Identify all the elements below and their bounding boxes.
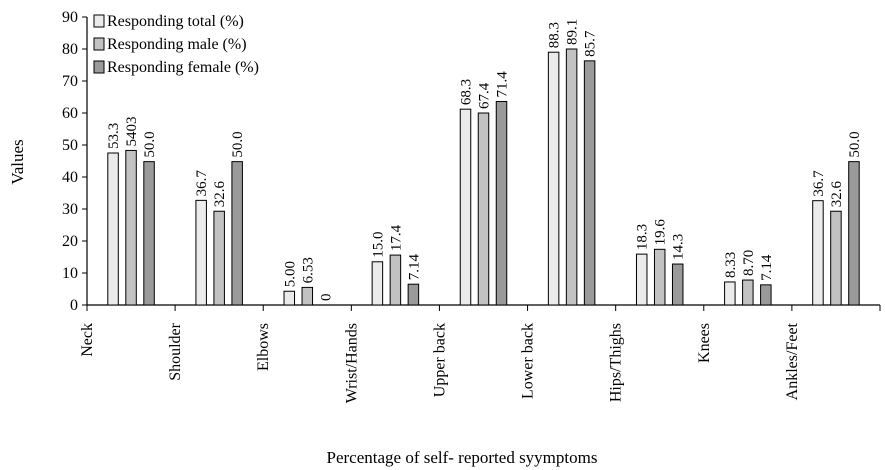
- data-label: 17.4: [388, 224, 404, 251]
- x-category-label: Shoulder: [167, 322, 184, 380]
- bar: [195, 199, 207, 306]
- data-label: 50.0: [230, 131, 246, 157]
- legend-swatch: [93, 37, 105, 51]
- bars: [107, 48, 860, 306]
- y-tick-label: 10: [62, 265, 78, 282]
- bar: [653, 248, 666, 306]
- bar: [583, 60, 596, 306]
- bar: [742, 279, 754, 306]
- bar: [671, 263, 684, 306]
- data-label: 8.70: [741, 250, 757, 276]
- data-label: 5.00: [282, 261, 298, 287]
- data-label: 32.6: [829, 180, 845, 207]
- data-label: 7.14: [406, 253, 422, 280]
- legend: Responding total (%) Responding male (%) R…: [93, 13, 259, 76]
- bar: [283, 290, 296, 306]
- data-label: 67.4: [477, 82, 493, 109]
- x-category-label: Neck: [79, 323, 96, 357]
- x-category-label: Lower back: [520, 323, 537, 399]
- bar: [848, 161, 860, 306]
- data-label: 36.7: [194, 170, 210, 197]
- y-tick-label: 80: [62, 41, 78, 58]
- data-label: 8.33: [723, 252, 739, 278]
- bar: [389, 254, 402, 306]
- data-label: 71.4: [495, 71, 511, 98]
- bar: [565, 48, 578, 306]
- data-label: 89.1: [565, 19, 581, 45]
- x-category-label: Elbows: [255, 323, 272, 371]
- y-tick-label: 20: [62, 233, 78, 250]
- x-category-label: Ankles/Feet: [784, 322, 801, 400]
- data-label: 0: [318, 294, 334, 302]
- data-label: 18.3: [635, 224, 651, 250]
- bar: [143, 161, 155, 306]
- y-tick-label: 30: [62, 201, 78, 218]
- data-label: 50.0: [847, 131, 863, 157]
- x-axis-title: Percentage of self- reported syymptoms: [327, 448, 598, 467]
- legend-label: Responding total (%): [107, 13, 244, 30]
- data-label: 85.7: [583, 30, 599, 57]
- y-tick-label: 90: [62, 9, 78, 26]
- bar: [107, 152, 119, 306]
- data-label: 7.14: [759, 254, 775, 281]
- bar: [213, 210, 225, 306]
- bar: [547, 51, 560, 306]
- legend-label: Responding male (%): [107, 36, 247, 53]
- data-label: 19.6: [653, 219, 669, 246]
- data-label: 68.3: [459, 79, 475, 105]
- bar: [635, 253, 648, 306]
- bar: [371, 261, 384, 306]
- y-tick-label: 40: [62, 169, 78, 186]
- y-axis-title: Values: [8, 139, 27, 184]
- data-label: 36.7: [811, 170, 827, 197]
- legend-swatch: [93, 14, 105, 28]
- bar: [301, 286, 314, 306]
- axes: 0 10 20 30 40 50 60 70 80 90 Neck Shoulder Elbows Wri…: [62, 9, 881, 403]
- bar: [760, 284, 772, 306]
- legend-swatch: [93, 60, 105, 74]
- bar: [407, 283, 420, 306]
- data-label: 15.0: [370, 232, 386, 258]
- data-label: 50.0: [142, 131, 158, 157]
- data-label: 53.3: [106, 123, 122, 149]
- data-label: 88.3: [547, 22, 563, 48]
- y-tick-label: 50: [62, 137, 78, 154]
- data-label: 14.3: [671, 234, 687, 260]
- x-category-label: Hips/Thighs: [608, 323, 625, 402]
- bar: [724, 281, 736, 306]
- bar: [459, 108, 472, 306]
- bar: [495, 100, 508, 306]
- data-label: 6.53: [300, 257, 316, 283]
- data-label: 5403: [124, 116, 140, 146]
- x-category-label: Wrist/Hands: [343, 323, 360, 403]
- bar: [812, 200, 824, 306]
- y-tick-label: 70: [62, 73, 78, 90]
- bar: [830, 210, 842, 306]
- y-tick-label: 0: [70, 297, 78, 314]
- bar: [231, 161, 243, 306]
- bar: [125, 149, 137, 306]
- data-label: 32.6: [212, 180, 228, 207]
- x-category-label: Upper back: [431, 323, 448, 397]
- x-category-label: Knees: [696, 323, 713, 363]
- bar: [477, 112, 490, 306]
- y-tick-label: 60: [62, 105, 78, 122]
- legend-label: Responding female (%): [107, 59, 259, 76]
